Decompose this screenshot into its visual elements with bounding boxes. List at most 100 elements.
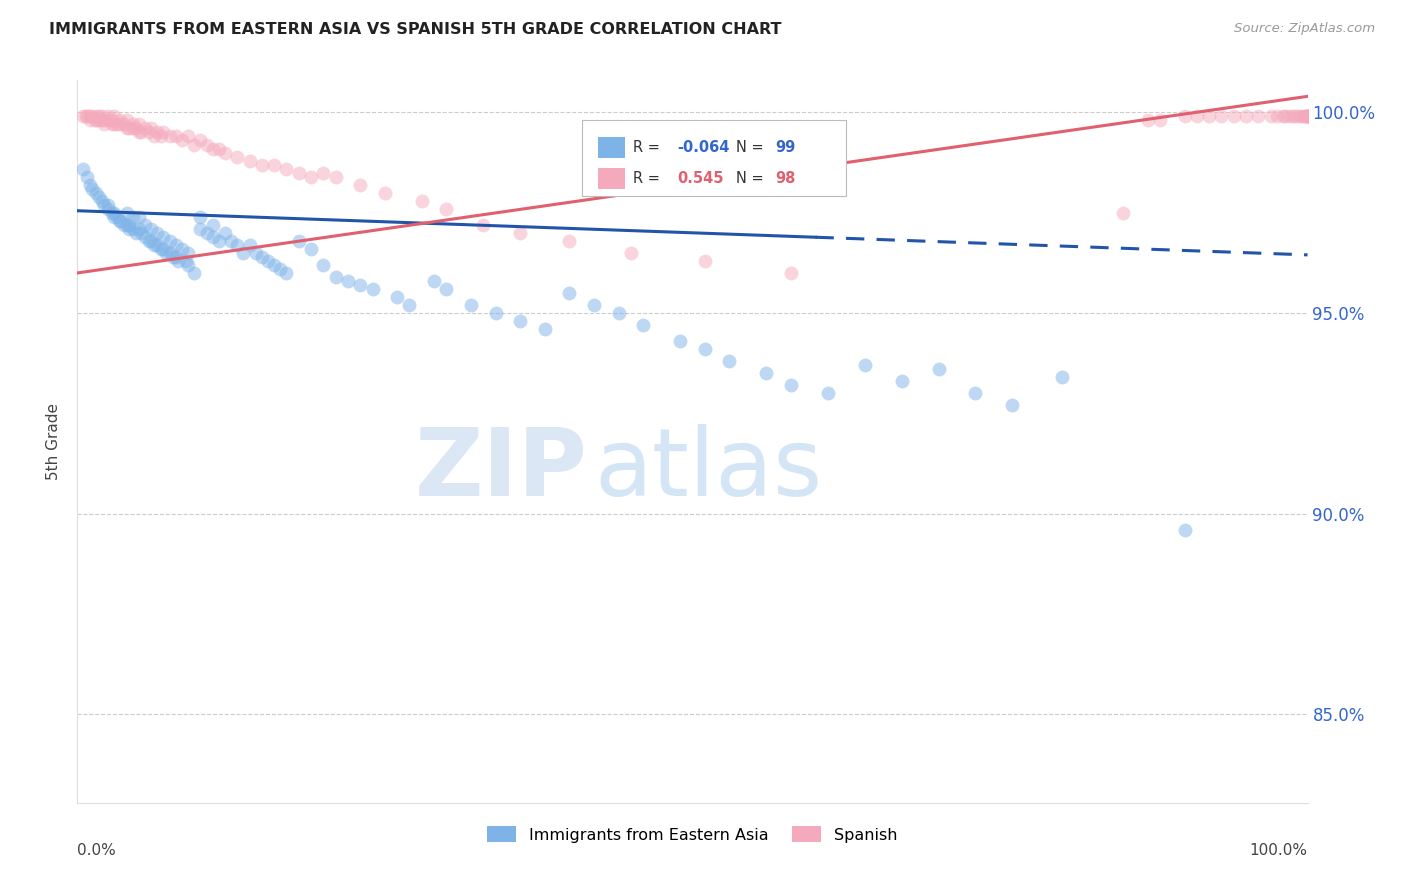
Point: [79, 110, 101, 124]
FancyBboxPatch shape: [598, 136, 624, 159]
Point: [1136, 113, 1159, 128]
Point: [361, 282, 384, 296]
Point: [583, 298, 606, 312]
Point: [337, 274, 360, 288]
Point: [299, 169, 322, 184]
Point: [142, 129, 165, 144]
Point: [82, 110, 104, 124]
Point: [669, 334, 692, 349]
Point: [165, 250, 187, 264]
Point: [780, 378, 803, 392]
Point: [128, 210, 150, 224]
Point: [1223, 110, 1246, 124]
Text: 0.0%: 0.0%: [77, 843, 117, 857]
Point: [150, 129, 173, 144]
Point: [509, 314, 531, 328]
Point: [312, 258, 335, 272]
Point: [138, 126, 160, 140]
Point: [134, 121, 156, 136]
Point: [853, 358, 876, 372]
Point: [214, 145, 236, 160]
Point: [349, 178, 371, 192]
Point: [76, 110, 98, 124]
Point: [112, 218, 135, 232]
Point: [276, 266, 298, 280]
Point: [79, 178, 101, 192]
Point: [1296, 110, 1319, 124]
Point: [472, 218, 495, 232]
Point: [1260, 110, 1282, 124]
Point: [1296, 110, 1319, 124]
Point: [558, 234, 581, 248]
Point: [374, 186, 396, 200]
Point: [159, 234, 181, 248]
Point: [121, 210, 143, 224]
Point: [1149, 113, 1171, 128]
Point: [276, 161, 298, 176]
Point: [112, 118, 135, 132]
Point: [101, 118, 124, 132]
Point: [105, 118, 128, 132]
Point: [239, 238, 262, 252]
Point: [188, 134, 212, 148]
Point: [110, 118, 132, 132]
Point: [780, 266, 803, 280]
Point: [214, 226, 236, 240]
Point: [159, 129, 181, 144]
Point: [142, 238, 165, 252]
Text: 0.545: 0.545: [678, 171, 724, 186]
Point: [257, 254, 280, 268]
Text: Source: ZipAtlas.com: Source: ZipAtlas.com: [1234, 22, 1375, 36]
Point: [633, 318, 655, 333]
Point: [183, 137, 205, 152]
Point: [485, 306, 508, 320]
Point: [174, 254, 197, 268]
Point: [170, 134, 193, 148]
Point: [201, 230, 224, 244]
Point: [155, 246, 177, 260]
Point: [152, 126, 174, 140]
Point: [115, 113, 138, 128]
Point: [134, 218, 156, 232]
Point: [118, 121, 141, 136]
Point: [138, 234, 160, 248]
Point: [195, 137, 218, 152]
Point: [177, 246, 200, 260]
Point: [693, 343, 716, 357]
Point: [201, 142, 224, 156]
Point: [1247, 110, 1270, 124]
Point: [165, 238, 187, 252]
Point: [398, 298, 420, 312]
Point: [72, 110, 94, 124]
Point: [105, 210, 128, 224]
Point: [152, 230, 174, 244]
Point: [141, 234, 163, 248]
Point: [509, 226, 531, 240]
Point: [226, 150, 249, 164]
Point: [965, 386, 987, 401]
Point: [928, 362, 950, 376]
Point: [93, 113, 115, 128]
Point: [245, 246, 267, 260]
Point: [97, 198, 120, 212]
Point: [312, 166, 335, 180]
Point: [718, 354, 741, 368]
Text: N =: N =: [735, 140, 763, 155]
Point: [423, 274, 446, 288]
Point: [129, 126, 153, 140]
Point: [226, 238, 249, 252]
Point: [1296, 110, 1319, 124]
FancyBboxPatch shape: [582, 120, 846, 196]
Point: [325, 169, 347, 184]
Point: [83, 113, 105, 128]
Point: [115, 218, 138, 232]
Point: [1282, 110, 1305, 124]
Point: [118, 218, 141, 232]
Point: [125, 121, 148, 136]
Point: [1272, 110, 1295, 124]
Point: [110, 113, 132, 128]
Point: [288, 166, 311, 180]
Point: [1174, 523, 1197, 537]
Point: [385, 290, 409, 304]
Point: [128, 118, 150, 132]
